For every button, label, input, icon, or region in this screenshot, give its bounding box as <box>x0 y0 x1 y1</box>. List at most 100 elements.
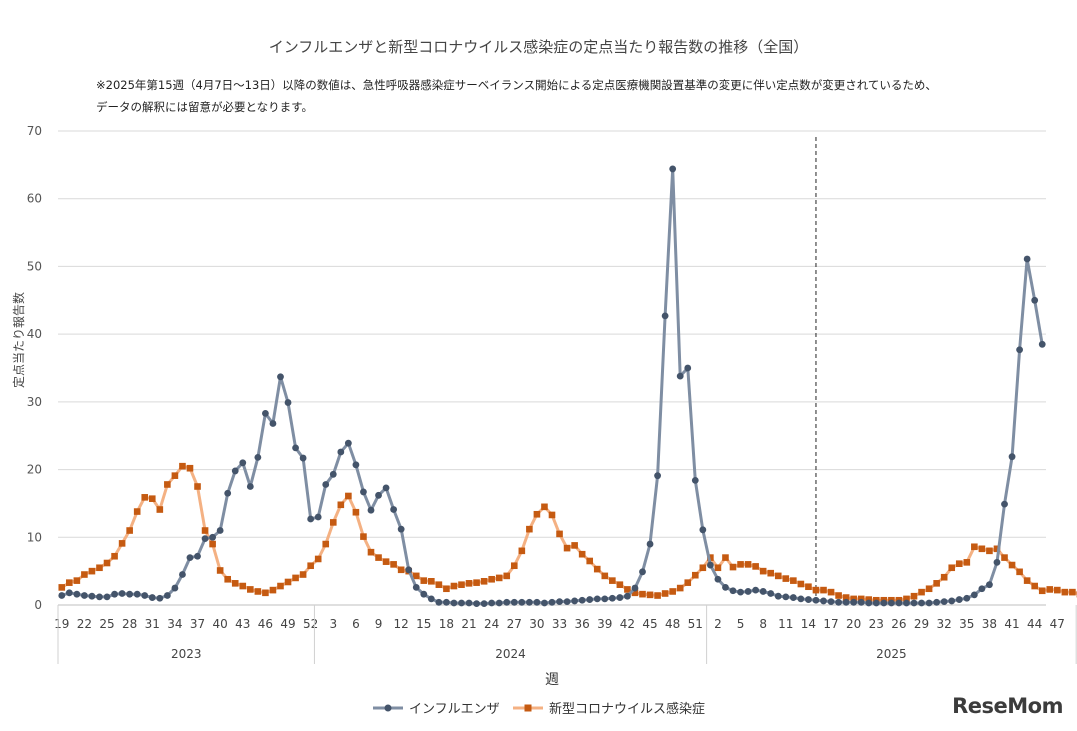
legend-covid19: 新型コロナウイルス感染症 <box>513 701 705 717</box>
data-point <box>420 577 428 584</box>
data-point <box>186 554 194 561</box>
data-point <box>194 483 201 490</box>
data-point <box>80 592 88 599</box>
data-point <box>925 599 933 607</box>
data-point <box>111 590 118 598</box>
data-point <box>254 453 262 461</box>
x-tick-label: 2 <box>714 617 722 631</box>
data-point <box>1038 340 1046 348</box>
y-tick-label: 40 <box>27 327 42 341</box>
data-point <box>352 461 360 469</box>
data-point <box>525 598 533 606</box>
data-point <box>767 569 775 577</box>
x-tick-label: 43 <box>235 617 250 631</box>
data-point <box>556 530 563 538</box>
data-point <box>314 513 322 521</box>
data-point <box>435 581 443 588</box>
data-point <box>812 586 820 594</box>
data-point <box>231 580 239 587</box>
x-tick-label: 47 <box>1050 617 1065 631</box>
data-point <box>277 373 284 381</box>
data-point <box>443 585 450 593</box>
data-point <box>541 503 548 511</box>
x-tick-label: 39 <box>597 617 612 631</box>
data-point <box>933 580 940 587</box>
data-point <box>163 592 171 599</box>
data-point <box>563 544 571 552</box>
data-point <box>269 586 277 594</box>
x-tick-label: 41 <box>1004 617 1019 631</box>
data-point <box>586 596 594 603</box>
data-point <box>262 409 269 417</box>
data-point <box>510 598 518 606</box>
data-point <box>81 571 88 578</box>
data-point <box>887 599 895 607</box>
y-tick-label: 30 <box>27 395 42 409</box>
data-point <box>842 598 850 606</box>
data-point <box>759 567 767 575</box>
data-point <box>526 525 533 533</box>
data-point <box>744 561 752 568</box>
data-point <box>986 547 993 555</box>
data-point <box>367 506 375 514</box>
data-point <box>141 494 149 501</box>
data-point <box>601 595 609 603</box>
data-point <box>337 501 345 509</box>
data-point <box>179 571 186 578</box>
year-label: 2025 <box>876 647 907 661</box>
series-covid19 <box>58 462 1077 604</box>
data-point <box>518 598 526 606</box>
data-point <box>669 165 677 173</box>
watermark-logo: ReseMom <box>952 694 1063 718</box>
x-axis-label: 週 <box>545 672 559 688</box>
x-tick-label: 20 <box>846 617 861 631</box>
data-point <box>360 488 367 496</box>
x-tick-label: 40 <box>213 617 228 631</box>
data-point <box>171 584 179 592</box>
data-point <box>993 558 1001 566</box>
data-point <box>345 492 352 500</box>
data-point <box>548 598 556 606</box>
data-point <box>1008 453 1016 461</box>
data-point <box>790 577 797 584</box>
data-point <box>805 583 812 591</box>
data-point <box>473 600 480 608</box>
data-point <box>1016 568 1023 576</box>
data-point <box>103 559 111 567</box>
data-point <box>940 598 948 606</box>
data-point <box>880 599 888 607</box>
data-point <box>103 593 111 601</box>
data-point <box>1023 577 1031 584</box>
y-tick-label: 0 <box>34 598 42 612</box>
x-tick-label: 23 <box>869 617 884 631</box>
data-point <box>669 588 676 595</box>
data-point <box>397 525 405 533</box>
data-point <box>903 595 910 603</box>
data-point <box>986 581 993 589</box>
x-tick-label: 15 <box>416 617 431 631</box>
data-point <box>714 575 722 583</box>
data-point <box>609 577 616 584</box>
data-point <box>148 495 156 502</box>
data-point <box>707 554 714 561</box>
data-point <box>292 574 299 582</box>
data-point <box>209 533 217 541</box>
data-point <box>216 567 224 574</box>
legend-marker <box>524 704 532 712</box>
data-point <box>1008 561 1016 569</box>
data-point <box>971 543 978 551</box>
data-point <box>412 572 420 580</box>
x-tick-label: 49 <box>280 617 295 631</box>
data-point <box>269 420 277 427</box>
data-point <box>390 561 397 568</box>
chart-note-line-1: ※2025年第15週（4月7日～13日）以降の数値は、急性呼吸器感染症サーベイラ… <box>96 78 937 92</box>
legend-label: 新型コロナウイルス感染症 <box>549 701 705 717</box>
data-point <box>903 599 910 607</box>
data-point <box>488 575 495 583</box>
x-tick-label: 31 <box>145 617 160 631</box>
data-point <box>307 515 315 523</box>
data-point <box>224 575 231 583</box>
data-point <box>367 548 375 556</box>
x-tick-label: 52 <box>303 617 318 631</box>
